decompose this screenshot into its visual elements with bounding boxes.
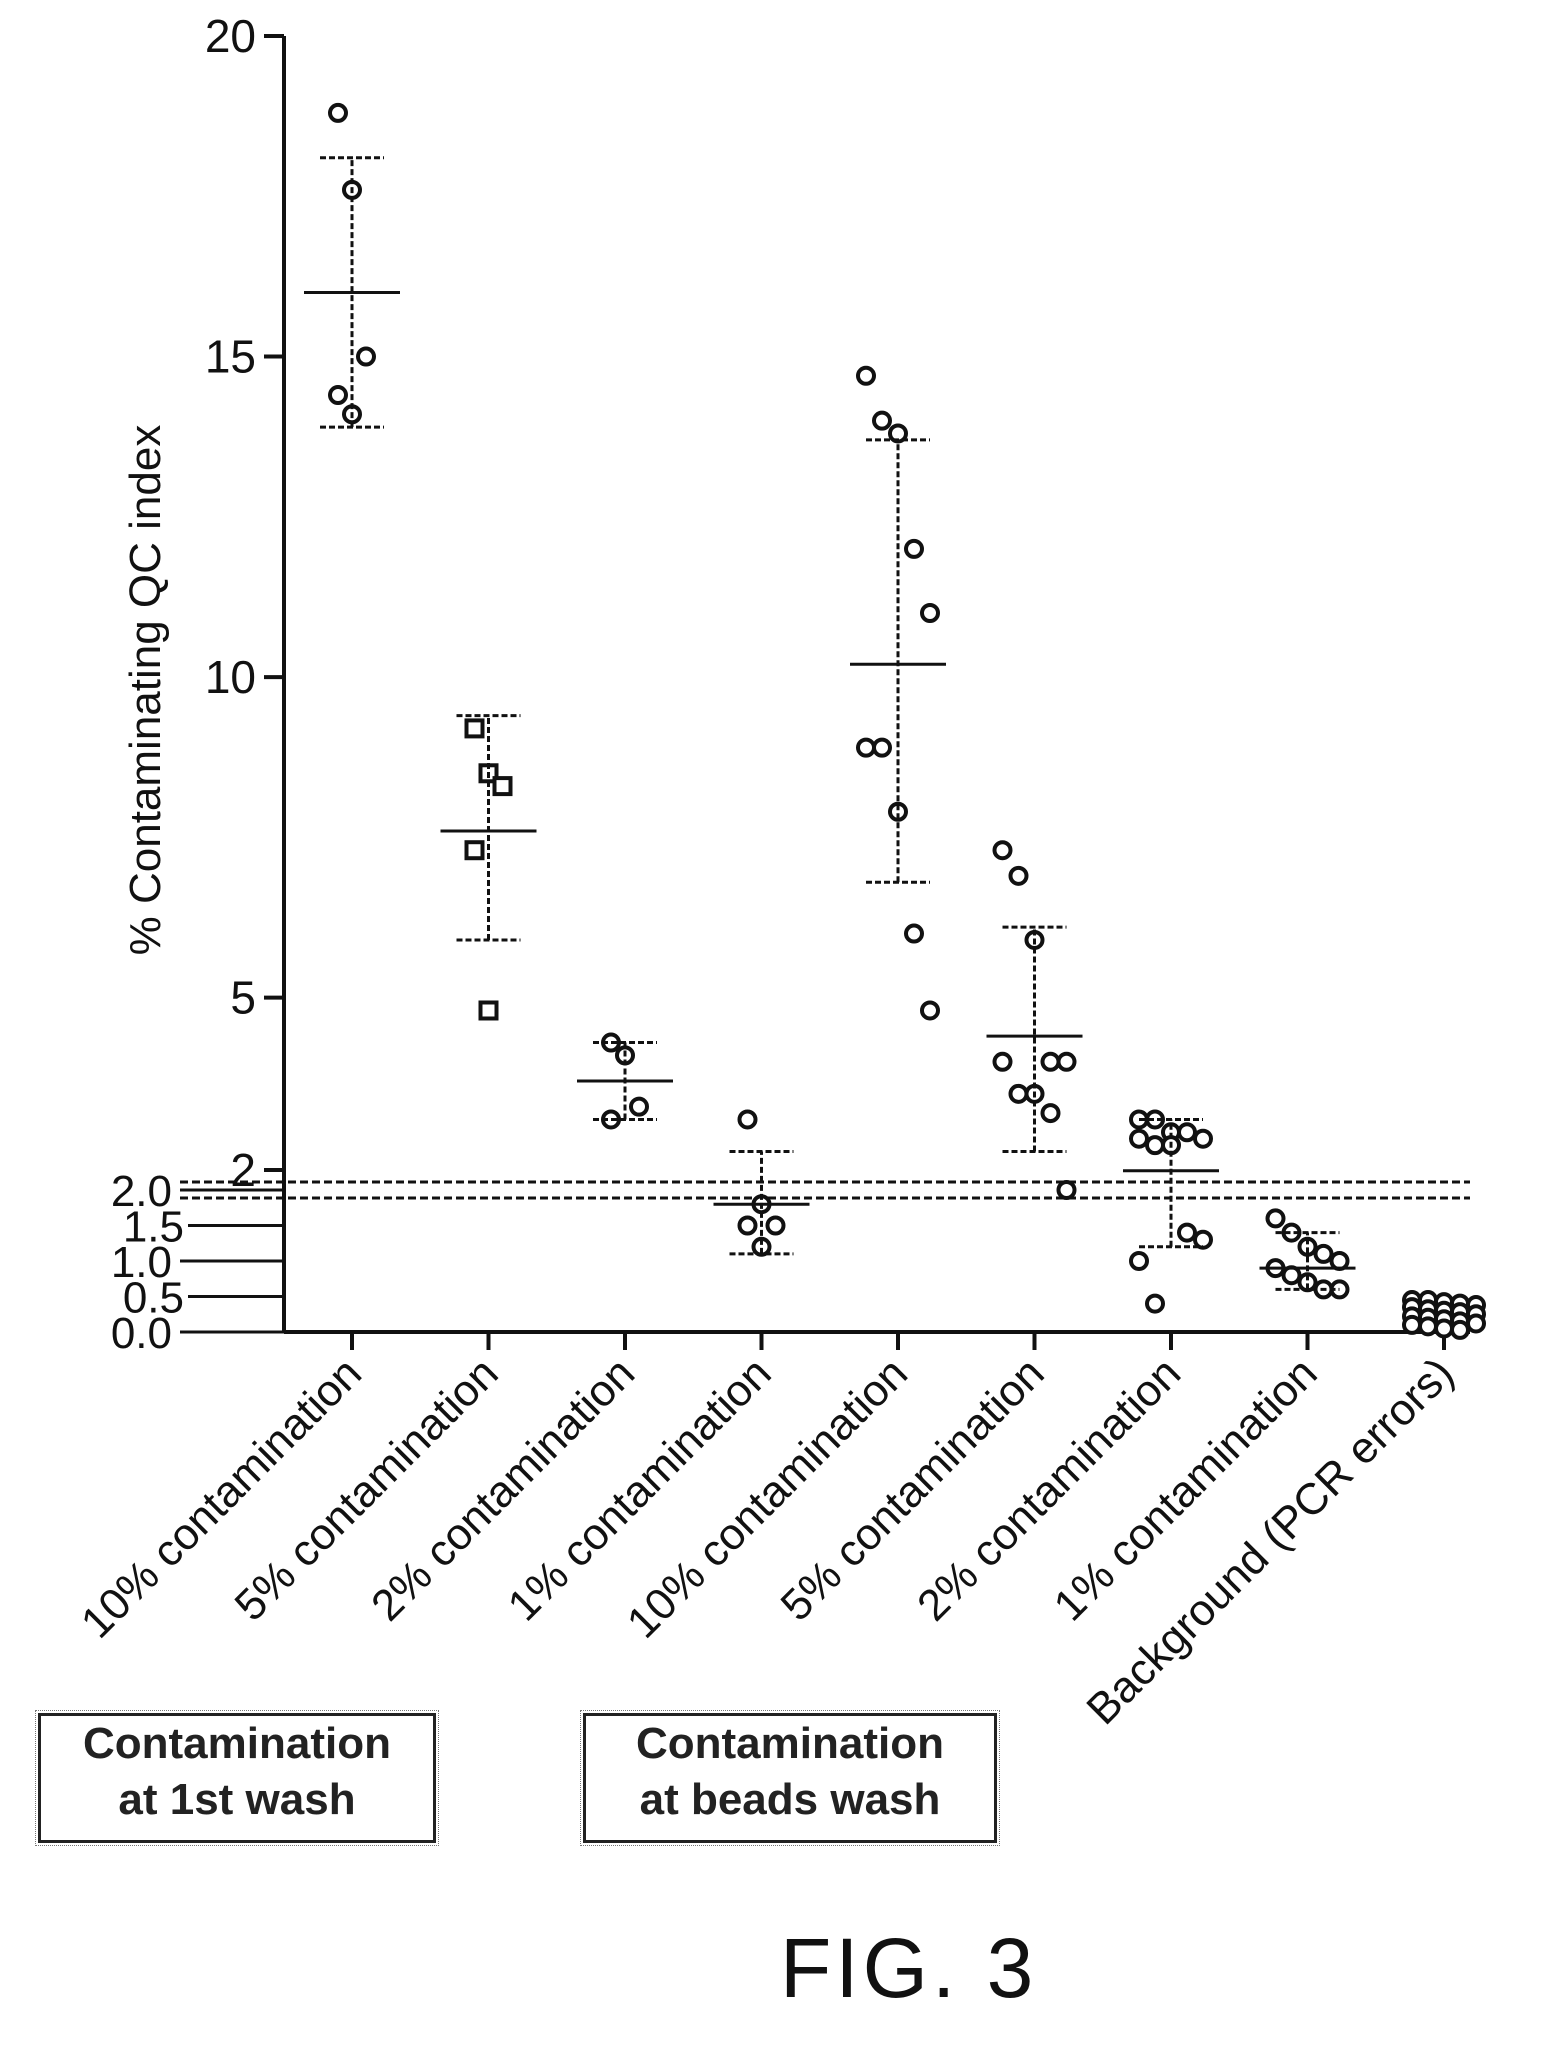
data-point [888,423,908,444]
group-box-line: Contamination [83,1719,391,1768]
y-tick-label-lower: 0.5 [123,1274,184,1323]
data-point [1177,1122,1197,1143]
data-point-square [478,1000,499,1021]
y-tick-label-lower: 0.0 [111,1309,172,1358]
axes [180,34,1470,1350]
data-point [1434,1318,1454,1339]
data-point [1129,1128,1149,1149]
y-tick-label-lower: 1.5 [123,1203,184,1252]
data-point [1056,1180,1077,1200]
chart-marks [304,102,1486,1340]
data-point [992,840,1013,861]
x-category-label: 2% contamination [362,1348,644,1630]
x-category-label: 5% contamination [772,1348,1054,1630]
data-point [872,737,892,758]
data-point [888,801,908,822]
group-box-line: Contamination [636,1719,944,1768]
data-point [1145,1293,1165,1314]
data-point [920,603,940,623]
data-point [1008,1083,1029,1104]
y-tick-label: 2 [230,1144,256,1196]
data-point [856,737,876,758]
group-box-line: at beads wash [639,1775,941,1824]
data-point [856,365,876,386]
data-point [737,1109,758,1130]
data-point [1145,1135,1165,1156]
y-tick-label-lower: 2.0 [111,1167,172,1216]
data-point [1466,1313,1486,1334]
data-point-square [492,776,513,797]
data-point [1418,1316,1438,1337]
y-axis-label: % Contaminating QC index [121,425,170,956]
data-point [904,538,924,559]
data-point [328,385,348,406]
y-tick-label: 10 [205,651,256,703]
data-point [328,102,348,123]
data-point [1193,1229,1213,1250]
x-category-label: 1% contamination [499,1348,781,1630]
figure-label: FIG. 3 [780,1921,1038,2015]
group-box-first-wash: Contamination at 1st wash [35,1710,439,1846]
group-box-beads-wash: Contamination at beads wash [580,1710,1000,1846]
y-tick-label-lower: 1.0 [111,1238,172,1287]
data-point [1313,1243,1334,1264]
data-point [1129,1251,1149,1271]
x-category-label: 1% contamination [1045,1348,1327,1630]
data-point-square [464,718,485,739]
data-point [904,923,924,944]
data-point [1450,1319,1470,1340]
x-category-label: 2% contamination [908,1348,1190,1630]
y-tick-label: 20 [205,10,256,62]
data-point [1177,1222,1197,1243]
data-point [629,1096,649,1117]
data-point [1040,1051,1061,1072]
data-point [992,1051,1013,1072]
data-point [356,346,376,367]
data-point [920,1000,940,1021]
y-tick-label: 5 [230,972,256,1024]
data-point [1402,1314,1422,1335]
data-point [765,1215,786,1236]
data-point [1040,1103,1061,1124]
data-point [1056,1051,1077,1072]
group-box-line: at 1st wash [118,1775,356,1824]
data-point [1193,1128,1213,1149]
data-point [1008,865,1029,886]
data-point [737,1215,758,1236]
data-point-square [464,840,485,861]
data-point [1265,1208,1286,1229]
data-point [872,410,892,431]
y-tick-label: 15 [205,331,256,383]
x-category-label: 5% contamination [226,1348,508,1630]
